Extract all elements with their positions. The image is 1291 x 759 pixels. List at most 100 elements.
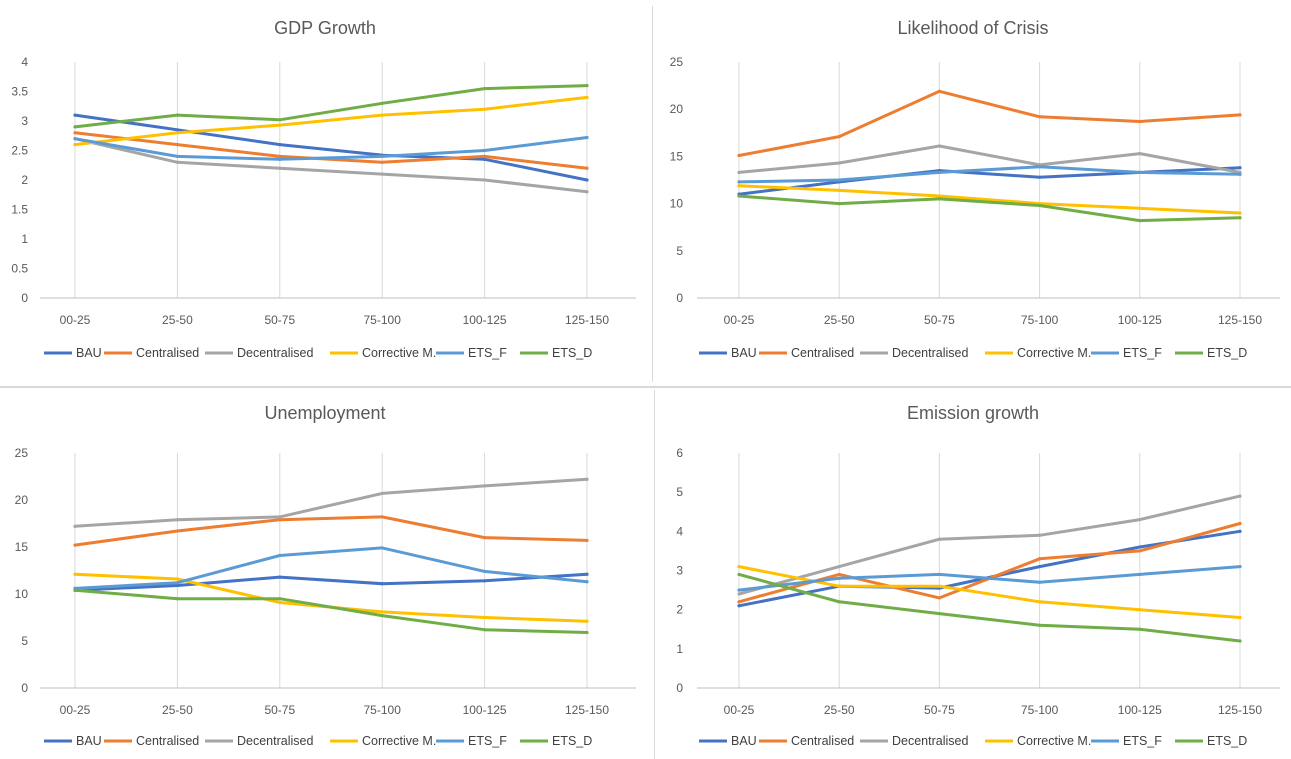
chart-panel-gdp-growth: GDP Growth 0 0.5 1 1.5 2 2.5 3 3.5 4 00-25 25-50 50-… [0,0,650,384]
legend-label-ets-f: ETS_F [1123,734,1162,748]
legend-label-bau: BAU [731,734,757,748]
series-line-bau [73,572,589,592]
data-point-ets-f [1038,165,1042,169]
y-tick-label: 1 [21,232,28,246]
data-point-decentralised [175,160,179,164]
chart-svg: GDP Growth 0 0.5 1 1.5 2 2.5 3 3.5 4 00-25 25-50 50-… [11,18,636,360]
data-point-corrective-m [1238,211,1242,215]
data-point-ets-d [483,86,487,91]
data-point-ets-d [737,572,741,577]
y-tick-label: 2 [21,173,28,187]
data-point-centralised [175,143,179,147]
data-point-corrective-m [837,188,841,192]
legend-label-decentralised: Decentralised [237,346,313,360]
data-point-ets-f [278,157,282,161]
x-tick-label: 50-75 [264,313,295,327]
y-tick-label: 10 [670,197,684,211]
data-point-corrective-m [1038,600,1042,604]
data-point-bau [483,579,487,583]
chart-title: Emission growth [907,403,1039,423]
series-line-corrective-m [73,95,589,147]
data-point-bau [1238,529,1242,533]
data-point-ets-f [737,180,741,184]
data-point-decentralised [175,518,179,522]
data-point-bau [483,157,487,161]
data-point-centralised [278,154,282,158]
data-point-ets-f [73,137,77,141]
data-point-bau [73,113,77,117]
series-line-decentralised [737,494,1242,596]
panel-divider-horizontal [0,386,1291,388]
chart-panel-likelihood-of-crisis: Likelihood of Crisis 0 5 10 15 20 25 00-25 25-50… [655,0,1291,384]
legend: BAU Centralised Decentralised Corrective M.… [44,734,592,748]
legend-label-bau: BAU [76,346,102,360]
data-point-decentralised [737,170,741,175]
y-tick-label: 0.5 [11,262,28,276]
y-tick-label: 15 [15,540,29,554]
data-point-ets-f [1238,564,1242,569]
y-tick-label: 0 [676,681,683,695]
data-point-decentralised [1138,151,1142,156]
data-point-ets-d [1038,203,1042,208]
data-point-decentralised [380,491,384,496]
data-point-corrective-m [175,577,179,581]
data-point-ets-d [837,202,841,206]
data-point-ets-d [278,118,282,122]
data-point-decentralised [278,166,282,170]
data-point-decentralised [937,144,941,148]
data-point-bau [175,583,179,588]
series-line-bau [73,113,589,182]
gridlines [74,453,588,688]
data-point-centralised [737,153,741,158]
data-point-bau [1038,564,1042,569]
data-point-decentralised [380,172,384,176]
data-point-corrective-m [278,600,282,605]
data-point-ets-f [585,135,589,140]
data-point-ets-d [1138,218,1142,223]
y-tick-label: 3 [21,114,28,128]
data-point-corrective-m [380,113,384,117]
data-point-ets-f [837,576,841,580]
legend-label-centralised: Centralised [791,734,854,748]
y-tick-label: 3 [676,564,683,578]
data-point-ets-d [73,125,77,129]
y-tick-label: 0 [21,681,28,695]
y-tick-label: 25 [670,55,684,69]
data-point-centralised [1038,557,1042,561]
chart-title: Unemployment [264,403,385,423]
data-point-corrective-m [278,123,282,127]
data-point-corrective-m [1138,608,1142,612]
data-point-centralised [837,572,841,577]
data-point-ets-f [737,588,741,592]
data-point-centralised [585,166,589,170]
data-point-bau [1038,175,1042,179]
data-point-ets-d [1238,639,1242,643]
y-tick-label: 5 [676,244,683,258]
legend-label-decentralised: Decentralised [892,346,968,360]
data-point-corrective-m [737,184,741,188]
data-point-ets-f [380,154,384,158]
data-point-corrective-m [585,619,589,623]
data-point-ets-d [837,600,841,604]
data-point-ets-d [278,597,282,601]
series-line-decentralised [73,137,589,194]
legend-label-corrective-m: Corrective M. [1017,734,1091,748]
series-line-ets-f [737,565,1242,592]
series-line-ets-d [73,588,589,634]
x-tick-label: 100-125 [463,313,507,327]
series-line-centralised [737,89,1242,157]
data-point-ets-d [73,588,77,592]
x-tick-label: 125-150 [565,313,609,327]
series-line-ets-d [73,84,589,129]
series-line-ets-d [737,194,1242,223]
data-point-ets-f [937,170,941,175]
data-point-ets-d [483,628,487,632]
data-point-decentralised [1238,494,1242,498]
data-point-corrective-m [73,572,77,576]
legend-label-ets-f: ETS_F [468,346,507,360]
data-point-decentralised [737,592,741,596]
y-tick-label: 25 [15,446,29,460]
x-tick-label: 25-50 [162,703,193,717]
series-line-centralised [73,515,589,547]
data-point-centralised [175,529,179,533]
